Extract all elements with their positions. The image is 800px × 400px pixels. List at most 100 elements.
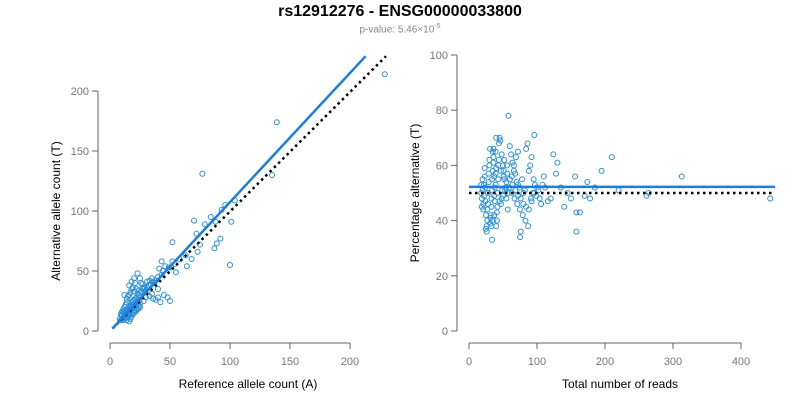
p-value-text: p-value: 5.46×10	[359, 24, 435, 36]
data-point	[173, 269, 179, 276]
data-point	[495, 156, 502, 163]
data-point	[478, 203, 485, 210]
data-point	[495, 162, 502, 169]
data-point	[497, 167, 504, 174]
data-point	[508, 173, 515, 180]
data-point	[139, 281, 146, 288]
data-point	[504, 162, 511, 169]
data-point	[483, 228, 490, 235]
data-point	[132, 280, 139, 286]
data-point	[512, 154, 519, 161]
data-point	[494, 203, 501, 210]
data-point	[488, 223, 495, 230]
data-point	[485, 170, 492, 177]
data-point	[478, 190, 485, 196]
data-point	[493, 223, 500, 230]
data-point	[514, 148, 521, 155]
data-point	[165, 264, 172, 271]
data-point	[194, 248, 201, 255]
y-axis-title: Percentage alternative (T)	[408, 124, 422, 263]
chart-subtitle: p-value: 5.46×10-5	[0, 23, 800, 35]
data-point	[523, 145, 530, 152]
data-point	[479, 176, 486, 183]
data-point	[767, 195, 774, 202]
data-point	[183, 263, 190, 270]
y-axis-title: Alternative allele count (T)	[49, 141, 63, 280]
data-point	[164, 294, 171, 301]
data-point	[568, 195, 574, 202]
y-tick-label: 50	[77, 266, 89, 278]
data-point	[508, 190, 515, 196]
data-point	[488, 195, 495, 202]
data-point	[485, 178, 492, 185]
data-point	[517, 206, 523, 213]
right-scatter-panel: 0 20 40 60 80 100 0 100 200 300 400 Total number of…	[408, 50, 775, 391]
data-point	[489, 236, 496, 243]
data-point	[503, 178, 510, 185]
data-point	[135, 305, 142, 312]
data-point	[129, 284, 136, 291]
x-tick-label: 100	[221, 356, 239, 368]
data-point	[550, 151, 557, 158]
data-point	[531, 132, 538, 139]
data-point	[201, 221, 208, 228]
data-point	[517, 228, 524, 235]
data-point	[495, 176, 502, 183]
data-point	[117, 317, 124, 324]
data-point	[519, 212, 526, 219]
y-tick-label: 80	[436, 105, 448, 117]
data-point	[137, 275, 143, 282]
data-point	[553, 170, 560, 177]
data-point	[513, 178, 520, 185]
y-tick-label: 60	[436, 160, 448, 172]
chart-title: rs12912276 - ENSG00000033800	[278, 3, 522, 20]
p-value-exponent: -5	[434, 23, 441, 30]
data-point	[573, 209, 580, 216]
data-point	[144, 278, 151, 285]
data-point	[489, 167, 496, 174]
data-point	[498, 151, 505, 158]
data-point	[489, 217, 496, 224]
data-point	[504, 206, 511, 213]
data-point	[125, 313, 131, 320]
data-point	[134, 270, 141, 277]
x-tick-label: 100	[528, 356, 546, 368]
data-point	[527, 162, 534, 169]
data-point	[486, 156, 493, 163]
data-point	[207, 214, 214, 220]
data-point	[158, 258, 165, 265]
data-point	[167, 298, 173, 304]
data-point	[213, 240, 220, 247]
x-tick-label: 0	[466, 356, 472, 368]
data-point	[522, 217, 529, 224]
data-point	[525, 223, 532, 230]
data-point	[527, 195, 534, 202]
data-point	[228, 218, 235, 225]
y-tick-label: 40	[436, 216, 448, 228]
data-point	[493, 217, 500, 224]
data-point	[505, 112, 512, 119]
data-point	[155, 294, 161, 301]
data-point	[520, 190, 527, 196]
left-scatter-panel: 0 50 100 150 200 0 50 100 150 200 Reference allele…	[49, 55, 388, 391]
data-point	[678, 173, 685, 180]
data-point	[478, 195, 485, 202]
data-point	[227, 262, 233, 268]
data-point	[528, 198, 535, 205]
data-point	[528, 154, 535, 161]
data-point	[484, 206, 491, 213]
x-axis-title: Reference allele count (A)	[179, 377, 318, 391]
data-point	[598, 167, 605, 174]
data-point	[491, 212, 498, 219]
data-point	[131, 275, 137, 282]
data-point	[504, 170, 511, 177]
data-point	[530, 176, 537, 183]
data-point	[126, 282, 133, 289]
data-point	[155, 286, 161, 292]
data-point	[211, 245, 218, 252]
data-point	[197, 241, 203, 248]
data-point	[573, 228, 580, 235]
data-point	[495, 140, 502, 147]
data-point	[169, 239, 176, 246]
data-point	[493, 134, 500, 141]
